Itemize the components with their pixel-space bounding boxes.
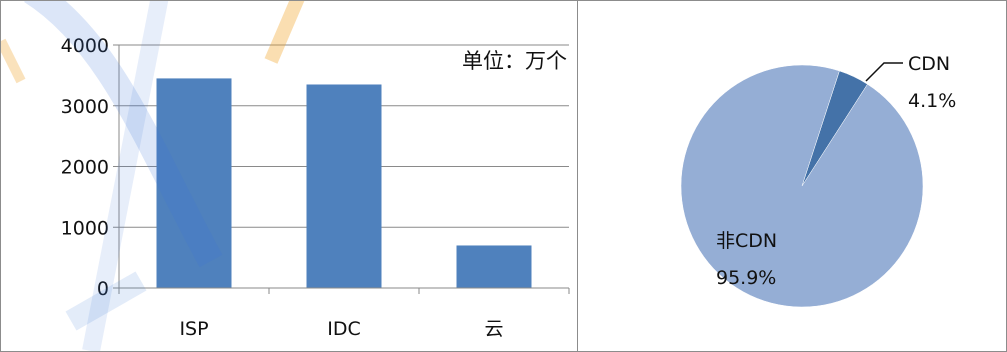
x-category-label: ISP — [179, 318, 208, 340]
bar-2 — [306, 84, 382, 288]
bar-1 — [156, 78, 232, 288]
y-tick-label: 2000 — [61, 157, 109, 179]
cdn-slice-name: CDN — [908, 53, 950, 75]
non-cdn-slice-name: 非CDN — [716, 230, 777, 252]
x-category-label: IDC — [327, 318, 361, 340]
bar-chart: 0 1000 2000 3000 4000 ISP IDC 云 单位：万个 — [61, 35, 570, 340]
bar-chart-panel: 0 1000 2000 3000 4000 ISP IDC 云 单位：万个 — [1, 1, 577, 351]
cdn-leader-line — [865, 62, 903, 82]
cdn-slice-percent: 4.1% — [908, 90, 956, 112]
y-tick-label: 1000 — [61, 217, 109, 239]
bar-3 — [456, 245, 532, 288]
pie-slice-non-cdn — [680, 64, 924, 308]
pie-chart: CDN 4.1% 非CDN 95.9% — [680, 53, 956, 308]
non-cdn-slice-percent: 95.9% — [716, 267, 776, 289]
y-tick-label: 3000 — [61, 96, 109, 118]
y-tick-label: 0 — [97, 278, 109, 300]
pie-chart-panel: CDN 4.1% 非CDN 95.9% — [577, 1, 1006, 351]
x-category-label: 云 — [484, 318, 503, 340]
y-tick-label: 4000 — [61, 35, 109, 57]
unit-label: 单位：万个 — [462, 49, 567, 73]
